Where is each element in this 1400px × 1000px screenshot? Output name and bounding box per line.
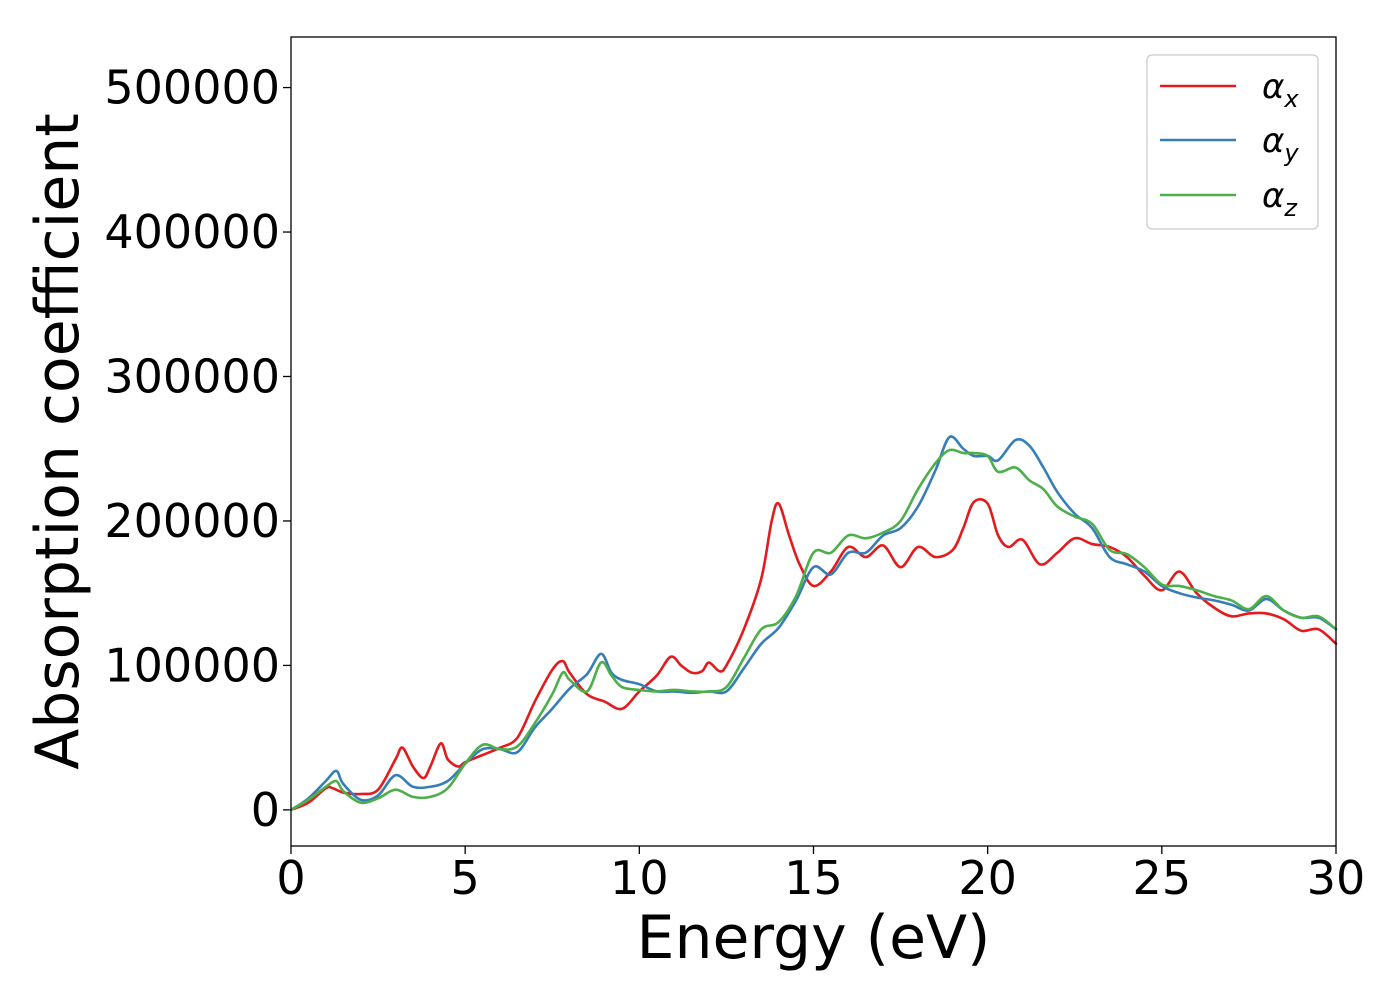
x-tick-label: 20 <box>958 851 1017 905</box>
x-tick-label: 5 <box>451 851 480 905</box>
x-tick-label: 25 <box>1133 851 1192 905</box>
y-tick-label: 500000 <box>104 61 280 115</box>
series-line-alpha-z <box>289 448 1338 812</box>
x-tick-label: 0 <box>276 851 305 905</box>
y-axis-ticks: 0 100000 200000 300000 400000 500000 <box>104 61 291 837</box>
y-tick-label: 300000 <box>104 349 280 403</box>
series-line-alpha-x <box>289 497 1338 812</box>
legend-box <box>1146 54 1319 230</box>
series-lines <box>289 435 1338 812</box>
x-axis-ticks: 0 5 10 15 20 25 30 <box>276 846 1365 905</box>
x-axis-title: Energy (eV) <box>637 903 991 973</box>
y-tick-label: 400000 <box>104 205 280 259</box>
y-tick-label: 200000 <box>104 494 280 548</box>
legend-label-alpha-y: αy <box>1262 121 1299 167</box>
legend-label-alpha-z: αz <box>1262 176 1298 222</box>
y-axis-title: Absorption coefficient <box>23 113 93 770</box>
legend: αx αy αz <box>1146 54 1319 230</box>
x-tick-label: 10 <box>610 851 669 905</box>
plot-frame <box>290 36 1337 847</box>
y-tick-label: 100000 <box>104 638 280 692</box>
series-line-alpha-y <box>289 435 1338 812</box>
x-tick-label: 15 <box>784 851 843 905</box>
y-tick-label: 0 <box>251 783 280 837</box>
x-tick-label: 30 <box>1307 851 1366 905</box>
legend-label-alpha-x: αx <box>1262 67 1299 113</box>
